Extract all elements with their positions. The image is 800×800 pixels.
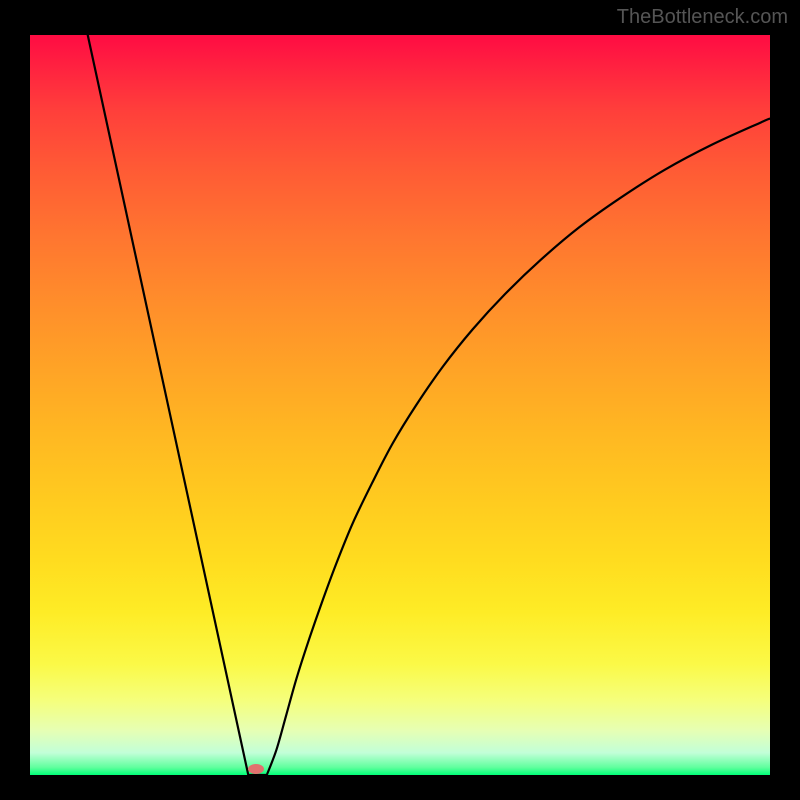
chart-frame [30,35,770,775]
bottleneck-curve [30,35,770,775]
watermark-text: TheBottleneck.com [617,6,788,29]
vertex-marker [248,764,264,774]
